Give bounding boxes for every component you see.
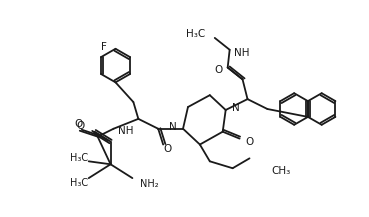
Text: CH₃: CH₃ — [271, 166, 291, 176]
Text: H₃C: H₃C — [70, 153, 88, 163]
Text: NH: NH — [234, 48, 249, 58]
Text: O: O — [75, 119, 83, 129]
Text: O: O — [77, 121, 85, 131]
Text: O: O — [214, 64, 223, 74]
Text: O: O — [163, 145, 171, 155]
Text: H₃C: H₃C — [70, 178, 88, 188]
Text: N: N — [232, 103, 239, 113]
Text: N: N — [169, 122, 177, 132]
Text: O: O — [245, 136, 254, 146]
Text: NH₂: NH₂ — [140, 179, 159, 189]
Text: F: F — [101, 42, 107, 52]
Text: H₃C: H₃C — [186, 29, 205, 39]
Text: NH: NH — [117, 126, 133, 136]
